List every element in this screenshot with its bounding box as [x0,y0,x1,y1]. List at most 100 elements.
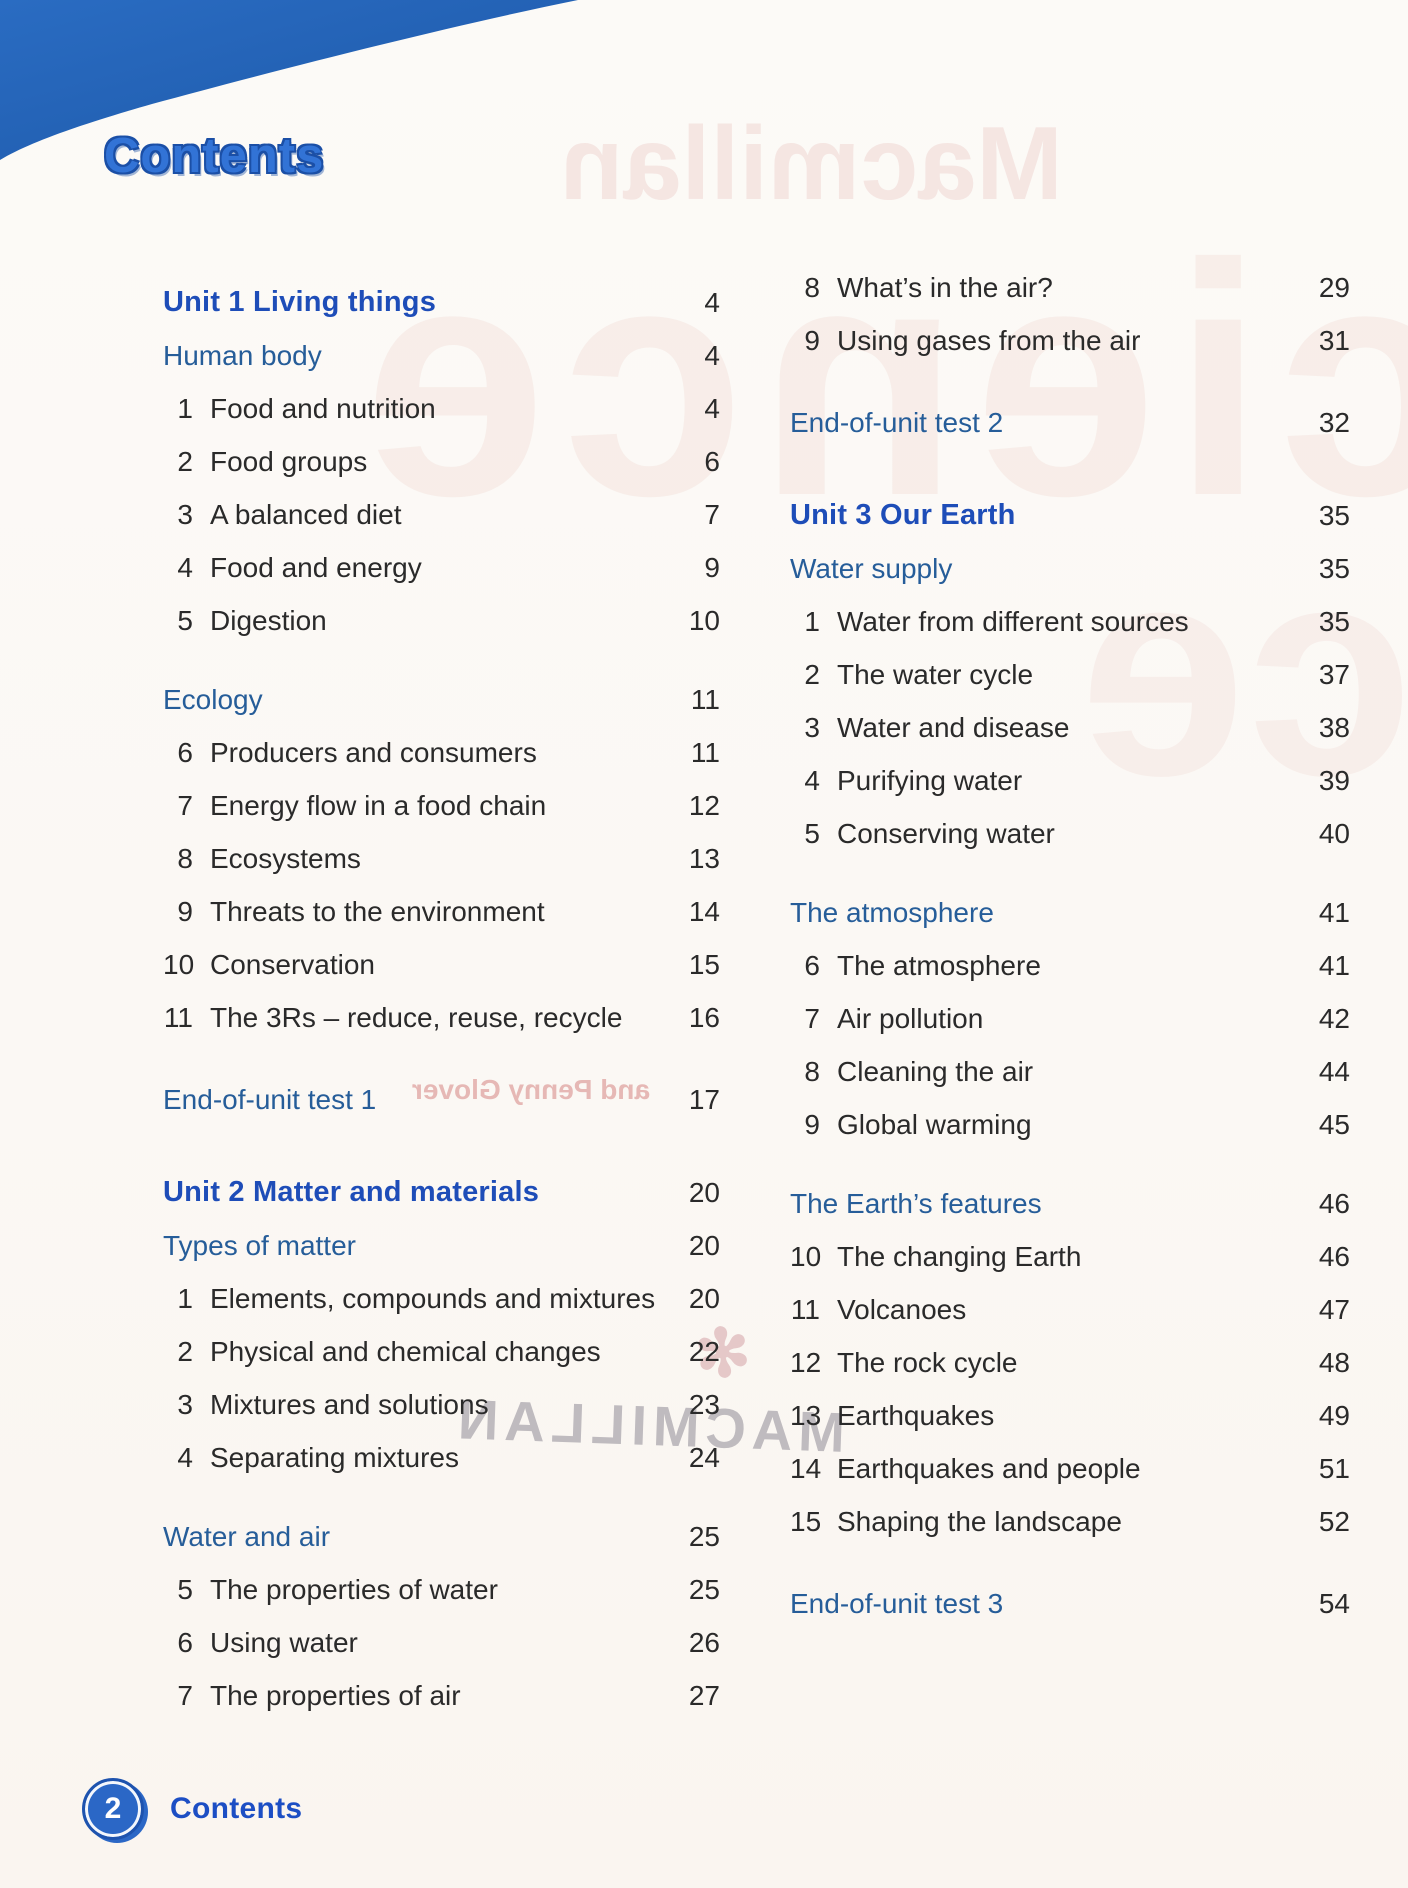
toc-entry-label: Ecosystems [210,842,361,874]
toc-page-number: 44 [1318,1055,1350,1087]
toc-page-number: 52 [1318,1505,1350,1537]
toc-entry-number: 2 [177,445,193,477]
toc-entry-number: 4 [804,764,820,796]
toc-entry-label: Global warming [837,1108,1032,1140]
toc-entry-item: 6 Producers and consumers 11 [163,726,720,779]
toc-entry-label: The atmosphere [790,896,994,928]
toc-entry-item: 2 The water cycle 37 [790,648,1350,701]
toc-entry-number: 14 [790,1452,822,1484]
toc-entry-item: 7 Air pollution 42 [790,992,1350,1045]
toc-entry-item: 1 Water from different sources 35 [790,595,1350,648]
toc-entry-number: 13 [790,1399,822,1431]
toc-page-number: 13 [688,842,720,874]
toc-page-number: 22 [688,1335,720,1367]
toc-entry-number: 4 [177,1441,193,1473]
toc-entry-number: 8 [177,842,193,874]
toc-entry-label: Unit 3 Our Earth [790,499,1016,531]
toc-entry-test: End-of-unit test 3 54 [790,1577,1350,1630]
toc-entry-number: 7 [177,789,193,821]
toc-entry-number: 9 [804,324,820,356]
toc-entry-number: 9 [177,895,193,927]
toc-entry-item: 9 Global warming 45 [790,1098,1350,1151]
bleedthrough-cover-title-1: Macmillan [560,106,1063,222]
toc-entry-section: The Earth’s features 46 [790,1177,1350,1230]
toc-page-number: 25 [688,1520,720,1552]
toc-entry-label: The rock cycle [837,1346,1018,1378]
toc-entry-item: 11 The 3Rs – reduce, reuse, recycle 16 [163,991,720,1044]
toc-entry-number: 8 [804,271,820,303]
toc-page-number: 47 [1318,1293,1350,1325]
toc-entry-test: End-of-unit test 1 17 [163,1073,720,1126]
toc-page-number: 31 [1318,324,1350,356]
toc-entry-label: Food and energy [210,551,422,583]
toc-left-column: Unit 1 Living things 4 Human body 4 1 Food an… [163,276,720,1722]
toc-entry-label: Using water [210,1626,358,1658]
toc-entry-label: Using gases from the air [837,324,1141,356]
toc-entry-number: 10 [163,948,195,980]
toc-page-number: 41 [1318,896,1350,928]
toc-entry-number: 15 [790,1505,822,1537]
toc-entry-number: 1 [177,392,193,424]
toc-entry-item: 10 The changing Earth 46 [790,1230,1350,1283]
toc-entry-label: What’s in the air? [837,271,1053,303]
toc-entry-number: 6 [177,1626,193,1658]
toc-right-column: 8 What’s in the air? 29 9 Using gases from t… [790,261,1350,1630]
toc-entry-label: Separating mixtures [210,1441,460,1473]
toc-page-number: 15 [688,948,720,980]
toc-entry-item: 11 Volcanoes 47 [790,1283,1350,1336]
toc-page-number: 10 [688,604,720,636]
toc-entry-label: Mixtures and solutions [210,1388,489,1420]
toc-entry-item: 4 Food and energy 9 [163,541,720,594]
toc-entry-item: 4 Purifying water 39 [790,754,1350,807]
footer-section-label: Contents [170,1792,303,1825]
toc-entry-item: 6 The atmosphere 41 [790,939,1350,992]
toc-page-number: 4 [704,392,720,424]
toc-page-number: 35 [1318,499,1350,531]
toc-entry-item: 5 Digestion 10 [163,594,720,647]
toc-page-number: 24 [688,1441,720,1473]
toc-entry-item: 13 Earthquakes 49 [790,1389,1350,1442]
toc-entry-test: End-of-unit test 2 32 [790,396,1350,449]
toc-entry-label: End-of-unit test 1 [163,1083,377,1115]
toc-entry-label: Purifying water [837,764,1023,796]
toc-entry-section: Human body 4 [163,329,720,382]
toc-entry-label: The properties of water [210,1573,498,1605]
toc-entry-number: 8 [804,1055,820,1087]
toc-page-number: 48 [1318,1346,1350,1378]
toc-entry-item: 7 The properties of air 27 [163,1669,720,1722]
toc-entry-label: Types of matter [163,1229,356,1261]
toc-entry-label: Air pollution [837,1002,984,1034]
toc-entry-item: 15 Shaping the landscape 52 [790,1495,1350,1548]
toc-entry-item: 10 Conservation 15 [163,938,720,991]
toc-entry-label: End-of-unit test 3 [790,1587,1004,1619]
toc-entry-section: The atmosphere 41 [790,886,1350,939]
toc-entry-label: Unit 2 Matter and materials [163,1176,540,1208]
toc-entry-number: 1 [804,605,820,637]
toc-entry-item: 14 Earthquakes and people 51 [790,1442,1350,1495]
toc-page-number: 4 [704,286,720,318]
toc-entry-number: 2 [177,1335,193,1367]
toc-entry-unit: Unit 3 Our Earth 35 [790,489,1350,542]
toc-entry-label: The atmosphere [837,949,1041,981]
toc-page-number: 11 [690,683,720,715]
toc-entry-item: 8 Ecosystems 13 [163,832,720,885]
toc-entry-number: 5 [177,604,193,636]
toc-entry-number: 10 [790,1240,822,1272]
toc-page-number: 35 [1318,605,1350,637]
toc-entry-label: Food and nutrition [210,392,436,424]
toc-entry-section: Types of matter 20 [163,1219,720,1272]
toc-page-number: 32 [1318,406,1350,438]
corner-swoosh-decoration [0,0,578,160]
toc-entry-label: Conservation [210,948,375,980]
toc-entry-item: 4 Separating mixtures 24 [163,1431,720,1484]
toc-entry-label: The 3Rs – reduce, reuse, recycle [210,1001,623,1033]
toc-entry-item: 9 Threats to the environment 14 [163,885,720,938]
toc-entry-item: 7 Energy flow in a food chain 12 [163,779,720,832]
toc-entry-section: Water and air 25 [163,1510,720,1563]
toc-page-number: 29 [1318,271,1350,303]
toc-entry-label: Volcanoes [837,1293,967,1325]
toc-entry-item: 2 Physical and chemical changes 22 [163,1325,720,1378]
toc-entry-number: 6 [804,949,820,981]
toc-entry-item: 8 Cleaning the air 44 [790,1045,1350,1098]
